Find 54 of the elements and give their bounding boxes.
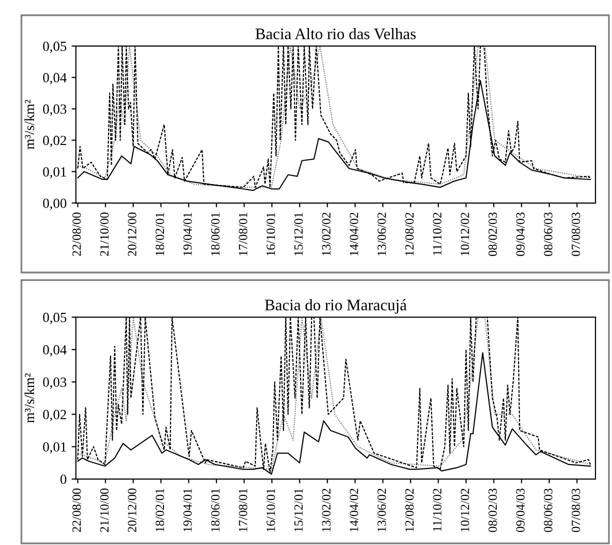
x-tick-label: 15/12/01	[294, 212, 303, 256]
x-tick-label: 13/06/02	[378, 212, 386, 256]
x-tick-label: 17/08/01	[238, 212, 248, 256]
y-tick-label: 0,03	[43, 378, 66, 389]
y-tick-label: 0,01	[43, 442, 66, 454]
x-tick-label: 22/08/00	[72, 488, 81, 532]
x-tick-label: 12/08/02	[405, 212, 414, 256]
x-tick-label: 13/06/02	[378, 488, 386, 532]
x-tick-label: 09/04/03	[516, 212, 525, 256]
x-tick-label: 18/02/01	[156, 212, 164, 256]
x-tick-label: 11/10/02	[433, 212, 442, 255]
x-tick-label: 07/08/03	[572, 488, 580, 532]
x-tick-label: 12/08/02	[405, 488, 414, 532]
x-tick-label: 21/10/00	[100, 212, 109, 256]
x-tick-label: 22/08/00	[72, 212, 81, 256]
x-tick-label: 16/10/01	[266, 212, 276, 256]
x-tick-label: 08/02/03	[488, 488, 497, 532]
y-axis-title: m³/s/km²	[24, 100, 34, 150]
chart-title: Bacia Alto rio das Velhas	[256, 28, 416, 40]
chart-title: Bacia do rio Maracujá	[264, 299, 407, 314]
x-tick-label: 18/06/01	[211, 212, 220, 256]
y-tick-label: 0,02	[43, 410, 66, 422]
x-tick-label: 14/04/02	[350, 488, 358, 532]
y-tick-label: 0,02	[43, 136, 66, 148]
y-tick-label: 0,04	[43, 345, 67, 357]
y-tick-label: 0,05	[43, 42, 66, 54]
y-tick-label: 0,04	[43, 73, 67, 84]
x-tick-label: 18/02/01	[156, 488, 164, 532]
x-tick-label: 13/02/02	[322, 488, 330, 532]
x-tick-label: 08/02/03	[488, 212, 497, 256]
x-tick-label: 08/06/03	[544, 488, 552, 532]
y-tick-label: 0,01	[43, 167, 66, 179]
x-tick-label: 10/12/02	[460, 488, 470, 532]
y-tick-label: 0,03	[43, 104, 66, 116]
y-tick-label: 0	[60, 474, 66, 484]
x-tick-label: 08/06/03	[544, 212, 552, 256]
x-tick-label: 17/08/01	[238, 488, 248, 532]
x-tick-label: 07/08/03	[572, 212, 580, 256]
y-tick-label: 0,00	[43, 198, 66, 210]
x-tick-label: 10/12/02	[460, 212, 470, 256]
x-tick-label: 19/04/01	[183, 488, 192, 532]
y-tick-label: 0,05	[43, 312, 66, 324]
x-tick-label: 18/06/01	[211, 488, 220, 532]
x-tick-label: 09/04/03	[516, 488, 525, 532]
y-axis-title: m³/s/km²	[24, 373, 34, 423]
x-tick-label: 20/12/00	[128, 212, 136, 256]
x-tick-label: 19/04/01	[183, 212, 192, 256]
x-tick-label: 11/10/02	[433, 488, 442, 531]
x-tick-label: 14/04/02	[350, 212, 358, 256]
x-tick-label: 16/10/01	[266, 488, 276, 532]
x-tick-label: 21/10/00	[100, 488, 109, 532]
x-tick-label: 20/12/00	[128, 488, 136, 532]
x-tick-label: 13/02/02	[322, 212, 330, 256]
x-tick-label: 15/12/01	[294, 488, 303, 532]
